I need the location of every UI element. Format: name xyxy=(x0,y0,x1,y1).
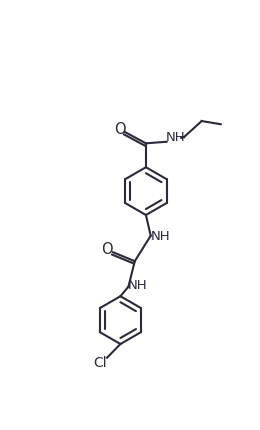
Text: NH: NH xyxy=(151,230,170,243)
Text: NH: NH xyxy=(128,279,148,292)
Text: NH: NH xyxy=(166,132,185,144)
Text: Cl: Cl xyxy=(93,356,107,370)
Text: O: O xyxy=(114,122,125,137)
Text: O: O xyxy=(102,242,113,257)
